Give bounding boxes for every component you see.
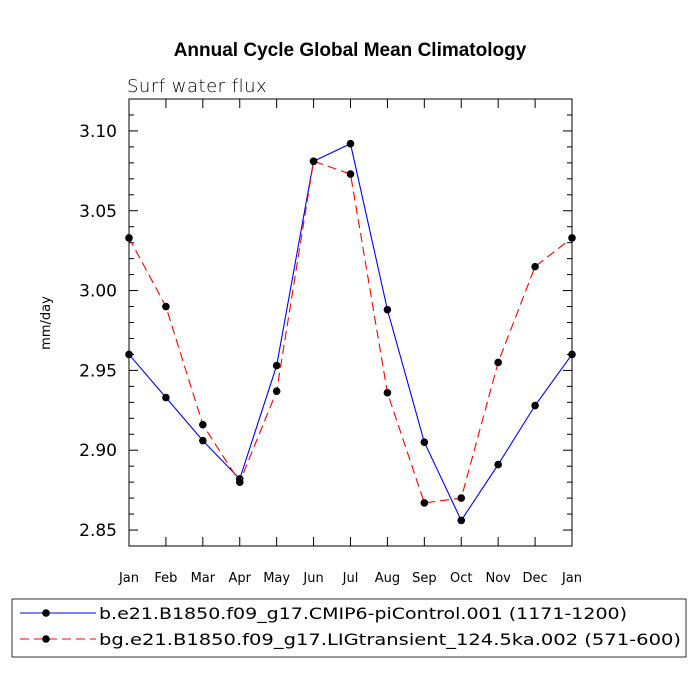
series-1-point <box>420 438 429 447</box>
x-tick-label: Feb <box>154 571 177 586</box>
series-1-point <box>568 350 576 359</box>
series-2-point <box>531 262 539 271</box>
plot-frame <box>128 98 573 547</box>
x-tick-label: Aug <box>375 571 400 586</box>
series-1-point <box>272 361 281 370</box>
x-tick-label: Dec <box>523 571 548 586</box>
x-tick-label: Jul <box>342 571 359 586</box>
x-tick-label: Jan <box>118 571 139 586</box>
series-1-point <box>125 350 133 359</box>
series-2-point <box>346 170 355 178</box>
y-tick-label: 3.00 <box>79 282 117 302</box>
legend-box <box>11 598 687 658</box>
series-2-point <box>494 358 502 367</box>
legend: b.e21.B1850.f09_g17.CMIP6-piControl.001 … <box>20 604 681 650</box>
legend-marker-2 <box>42 635 50 643</box>
series-2-point <box>383 388 392 397</box>
x-tick-label: Nov <box>485 571 511 586</box>
x-tick-label: Sep <box>412 571 437 586</box>
series-1-point <box>531 401 539 410</box>
x-tick-labels: Jan Feb Mar Apr May Jun Jul Aug Sep Oct Nov Dec Jan <box>118 571 582 586</box>
series-1-point <box>494 460 502 469</box>
series-2-point <box>457 494 466 502</box>
series-2-point <box>235 478 244 486</box>
y-axis-label: mm/day <box>39 296 54 350</box>
series-2-point <box>199 420 207 429</box>
series-group <box>125 139 576 525</box>
x-tick-label: Jun <box>302 571 323 586</box>
series-2-point <box>162 302 170 311</box>
axis-ticks <box>128 98 573 547</box>
series-line-2 <box>128 160 573 504</box>
y-tick-label: 2.85 <box>79 521 117 541</box>
x-tick-label: Mar <box>191 571 216 586</box>
chart-subtitle: Surf water flux <box>127 76 267 97</box>
y-tick-label: 3.10 <box>79 122 117 142</box>
x-tick-label: May <box>263 571 290 586</box>
legend-label-2: bg.e21.B1850.f09_g17.LIGtransient_124.5k… <box>99 630 681 650</box>
y-tick-label: 2.90 <box>79 441 117 461</box>
series-2-point <box>125 234 133 242</box>
series-1-point <box>383 305 392 314</box>
series-2-point <box>568 234 576 242</box>
y-tick-label: 3.05 <box>79 202 117 222</box>
y-tick-labels: 2.85 2.90 2.95 3.00 3.05 3.10 <box>79 122 117 541</box>
series-1-point <box>346 139 355 148</box>
series-2-point <box>420 499 429 507</box>
legend-marker-1 <box>42 609 50 617</box>
series-1-point <box>162 393 170 402</box>
legend-label-1: b.e21.B1850.f09_g17.CMIP6-piControl.001 … <box>99 604 627 624</box>
series-2-point <box>272 387 281 395</box>
x-tick-label: Apr <box>229 571 252 586</box>
series-line-1 <box>128 142 573 522</box>
x-tick-label: Jan <box>561 571 582 586</box>
chart-title: Annual Cycle Global Mean Climatology <box>174 40 527 61</box>
y-tick-label: 2.95 <box>79 361 117 381</box>
series-1-point <box>199 436 207 445</box>
series-1-point <box>457 516 466 525</box>
series-2-point <box>309 157 318 166</box>
x-tick-label: Oct <box>450 571 472 586</box>
